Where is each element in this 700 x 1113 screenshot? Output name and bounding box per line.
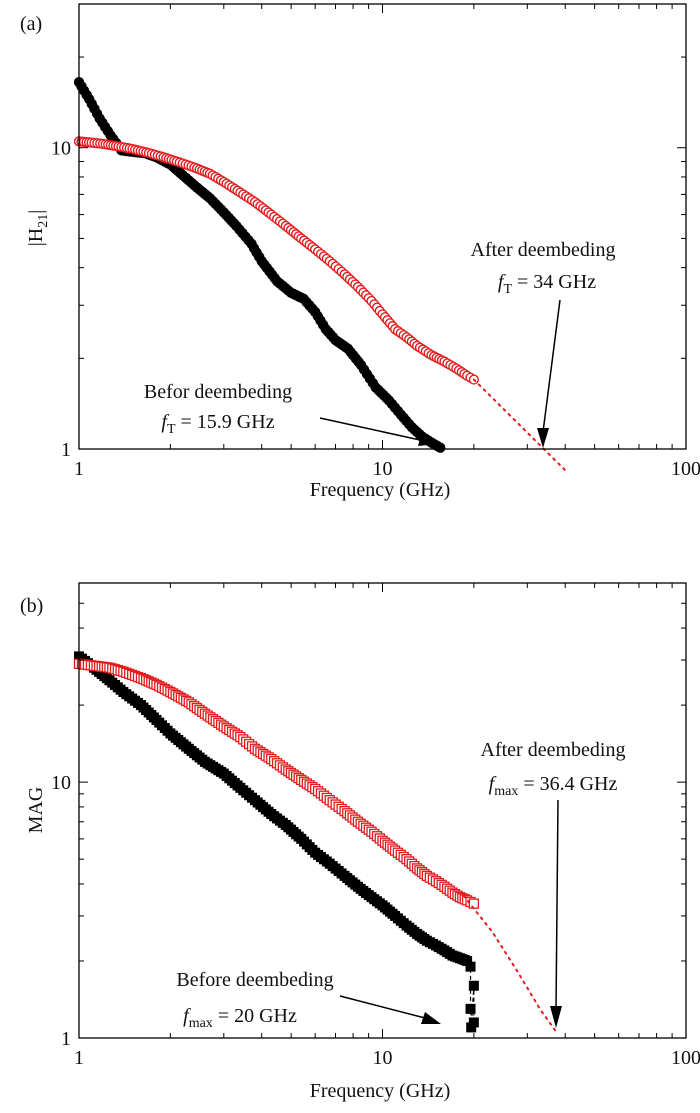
panel-b-x-tick-label: 100 bbox=[671, 1047, 700, 1069]
panel-a-after-value: fT = 34 GHz bbox=[498, 271, 596, 297]
panel-b-x-tick-label: 10 bbox=[373, 1047, 393, 1069]
panel-a-x-tick-label: 1 bbox=[74, 458, 84, 480]
panel-a-y-tick-label: 10 bbox=[51, 138, 71, 160]
panel-a-before-value: fT = 15.9 GHz bbox=[161, 411, 274, 437]
panel-b-before-value: fmax = 20 GHz bbox=[183, 1005, 297, 1031]
panel-a-xlabel: Frequency (GHz) bbox=[310, 479, 451, 501]
panel-b-x-tick-label: 1 bbox=[74, 1047, 84, 1069]
panel-b-ticks: 1 10 100 1 10 bbox=[51, 582, 700, 1069]
panel-a: 1 10 100 1 10 (a) Frequency (GHz) |H21| Afte… bbox=[20, 3, 700, 501]
panel-a-ylabel: |H21| bbox=[25, 210, 51, 246]
panel-b-before-point bbox=[465, 1003, 476, 1014]
panel-a-ylabel-sub: 21 bbox=[36, 214, 51, 228]
panel-a-before-sub: T bbox=[167, 422, 176, 437]
panel-b-frame bbox=[78, 582, 687, 1039]
panel-b-before-point bbox=[468, 980, 479, 991]
panel-a-ylabel-end: | bbox=[25, 210, 47, 214]
panel-a-before-point bbox=[435, 442, 446, 453]
panel-a-ticks: 1 10 100 1 10 bbox=[51, 3, 700, 480]
panel-a-y-tick-label: 1 bbox=[61, 439, 71, 461]
panel-b-before-arrowhead bbox=[421, 1012, 441, 1024]
panel-a-label: (a) bbox=[20, 13, 42, 35]
panel-a-before-arrowhead bbox=[418, 434, 437, 446]
panel-b-marks bbox=[73, 651, 558, 1034]
panel-a-before-val: = 15.9 GHz bbox=[181, 411, 275, 433]
panel-b-before-sub: max bbox=[189, 1016, 213, 1031]
panel-a-ylabel-main: |H bbox=[25, 228, 47, 246]
panel-b-after-arrowhead bbox=[550, 1006, 562, 1028]
panel-a-x-tick-label: 100 bbox=[671, 458, 700, 480]
panel-a-x-tick-label: 10 bbox=[373, 458, 393, 480]
panel-b-xlabel: Frequency (GHz) bbox=[310, 1080, 451, 1102]
panel-a-after-arrow bbox=[542, 299, 561, 433]
panel-a-before-arrow bbox=[319, 417, 421, 441]
panel-b-before-point bbox=[468, 1017, 479, 1028]
panel-b-before-point bbox=[465, 961, 476, 972]
panel-b-after-title: After deembeding bbox=[481, 739, 626, 761]
panel-b-before-point bbox=[462, 955, 473, 966]
panel-a-before-title: Befor deembeding bbox=[144, 381, 292, 403]
panel-a-marks bbox=[73, 77, 567, 472]
panel-a-after-title: After deembeding bbox=[471, 239, 616, 261]
panel-b-y-tick-label: 1 bbox=[61, 1028, 71, 1050]
panel-b-after-val: = 36.4 GHz bbox=[523, 773, 617, 795]
panel-a-after-arrowhead bbox=[537, 428, 549, 448]
panel-b-after-value: fmax = 36.4 GHz bbox=[489, 773, 618, 799]
panel-b-before-title: Before deembeding bbox=[176, 969, 333, 991]
panel-b-y-tick-label: 10 bbox=[51, 772, 71, 794]
panel-b-after-sub: max bbox=[494, 784, 518, 799]
panel-b-label: (b) bbox=[20, 595, 43, 617]
panel-a-after-sub: T bbox=[503, 282, 512, 297]
panel-b-after-arrow bbox=[555, 799, 559, 1011]
panel-b-after-point bbox=[468, 898, 480, 909]
panel-a-extrapolation-line bbox=[472, 378, 567, 472]
panel-b-extrapolation-line bbox=[462, 894, 558, 1034]
panel-b: 1 10 100 1 10 (b) Frequency (GHz) MAG After … bbox=[20, 582, 700, 1102]
panel-a-after-val: = 34 GHz bbox=[517, 271, 596, 293]
panel-b-ylabel: MAG bbox=[25, 787, 47, 834]
panel-b-before-arrow bbox=[339, 995, 426, 1019]
panel-b-before-val: = 20 GHz bbox=[218, 1005, 297, 1027]
